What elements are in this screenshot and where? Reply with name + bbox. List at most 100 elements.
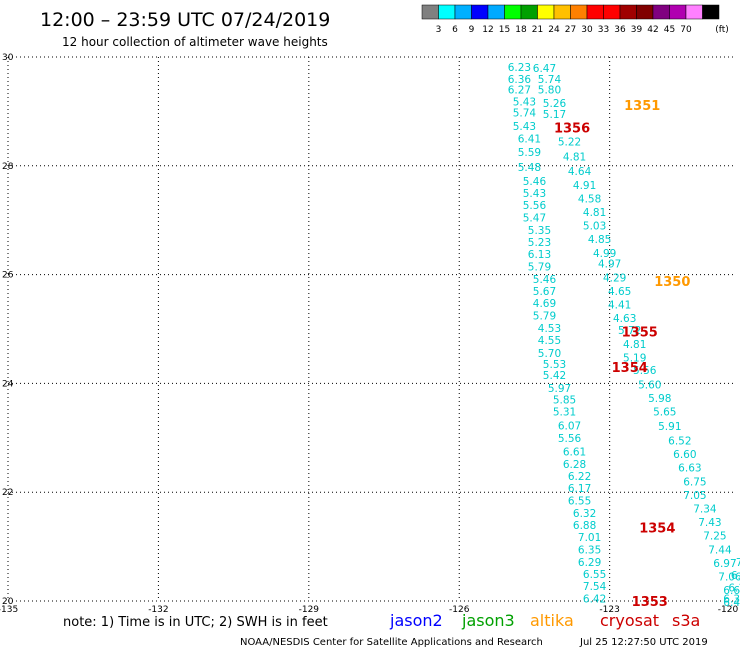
legend-swatch <box>520 4 538 20</box>
legend-swatch <box>603 4 621 20</box>
wave-height-value: 7.43 <box>698 517 721 529</box>
wave-height-value: 6.60 <box>673 449 696 461</box>
legend-swatch <box>421 4 439 20</box>
wave-height-value: 6.28 <box>563 459 586 471</box>
wave-height-value: 6.88 <box>573 520 596 532</box>
y-tick-label: 28 <box>2 162 14 172</box>
wave-height-value: 7.05 <box>683 490 706 502</box>
pass-number-label: 1354 <box>639 522 675 537</box>
wave-height-tracks: 6.23 6.476.36 5.746.27 5.805.43 5.265.74 5.17… <box>508 62 740 609</box>
wave-height-value: 6.17 <box>568 483 591 495</box>
header-subtitle: 12 hour collection of altimeter wave hei… <box>62 35 328 49</box>
legend-tick-label: 30 <box>581 25 593 35</box>
wave-height-value: 6.55 <box>583 569 606 581</box>
wave-height-value: 5.48 <box>518 162 541 174</box>
wave-height-value: 4.69 <box>533 298 556 310</box>
wave-height-value: 6.27 <box>508 85 531 97</box>
legend-swatch <box>702 4 720 20</box>
wave-height-value: 5.65 <box>653 407 676 419</box>
wave-height-value: 7.30 <box>736 557 740 569</box>
y-tick-label: 26 <box>2 271 14 281</box>
legend-swatch <box>553 4 571 20</box>
wave-height-value: 5.43 <box>523 188 546 200</box>
wave-height-value: 6.07 <box>558 420 581 432</box>
legend-swatch <box>504 4 522 20</box>
legend-tick-label: 27 <box>565 25 576 35</box>
wave-height-value: 6.29 <box>578 557 601 569</box>
legend-unit: (ft) <box>715 25 729 35</box>
legend-tick-label: 33 <box>598 25 609 35</box>
y-tick-label: 20 <box>2 597 14 607</box>
legend-swatch <box>586 4 604 20</box>
legend-tick-label: 45 <box>664 25 675 35</box>
wave-height-value: 6.75 <box>683 476 706 488</box>
wave-height-value: 5.35 <box>528 225 551 237</box>
wave-height-value: 5.03 <box>583 221 606 233</box>
satellite-name: s3a <box>672 611 700 630</box>
wave-height-value: 4.64 <box>568 166 592 178</box>
satellite-name: cryosat <box>600 611 659 630</box>
wave-height-value: 6.61 <box>563 446 586 458</box>
wave-height-value: 5.79 <box>533 310 556 322</box>
wave-height-value: 5.59 <box>518 147 541 159</box>
axis-tick-labels: -135 -132 -129 -126 -123 -120 30 28 26 24 22 20 <box>0 53 738 615</box>
wave-height-value: 5.22 <box>558 136 581 148</box>
wave-height-value: 6.63 <box>678 463 701 475</box>
legend-tick-label: 9 <box>469 25 475 35</box>
wave-height-value: 6.22 <box>568 471 591 483</box>
wave-height-value: 5.56 <box>633 365 657 377</box>
legend-swatch <box>652 4 670 20</box>
legend-tick-label: 15 <box>499 25 510 35</box>
wave-height-value: 5.56 <box>523 200 547 212</box>
wave-height-value: 6.41 <box>723 597 740 609</box>
wave-height-value: 4.63 <box>613 313 636 325</box>
pass-number-label: 1353 <box>632 595 668 610</box>
x-tick-label: -135 <box>0 605 18 615</box>
wave-height-value: 4.81 <box>623 339 646 351</box>
legend-swatch <box>669 4 687 20</box>
header-title: 12:00 – 23:59 UTC 07/24/2019 <box>40 9 330 31</box>
wave-height-value: 6.41 <box>518 134 541 146</box>
wave-height-value: 4.99 <box>593 248 616 260</box>
footer-timestamp: Jul 25 12:27:50 UTC 2019 <box>579 637 708 648</box>
wave-height-value: 7.34 <box>693 504 717 516</box>
wave-height-value: 5.23 <box>528 237 551 249</box>
wave-height-value: 4.81 <box>563 152 586 164</box>
wave-height-value: 5.97 <box>548 383 571 395</box>
satellite-name: altika <box>530 611 574 630</box>
wave-height-value: 6.23 <box>508 62 531 74</box>
legend-tick-label: 24 <box>548 25 560 35</box>
wave-height-value: 7.01 <box>578 532 601 544</box>
legend-tick-label: 36 <box>614 25 626 35</box>
legend-swatch <box>685 4 703 20</box>
wave-height-value: 4.29 <box>603 272 626 284</box>
wave-height-value: 4.53 <box>538 323 561 335</box>
wave-height-value: 4.58 <box>578 193 601 205</box>
wave-height-value: 4.81 <box>583 207 606 219</box>
wave-height-value: 6.47 <box>533 63 556 75</box>
wave-height-value: 5.79 <box>528 261 551 273</box>
wave-height-value: 5.80 <box>538 85 561 97</box>
wave-height-value: 5.85 <box>553 395 576 407</box>
wave-height-value: 5.46 <box>533 274 557 286</box>
wave-height-value: 5.42 <box>543 370 566 382</box>
wave-height-value: 7.54 <box>583 581 607 593</box>
wave-height-value: 6.60 <box>723 585 740 597</box>
x-tick-label: -120 <box>718 605 739 615</box>
wave-height-value: 5.31 <box>553 407 576 419</box>
wave-height-value: 6.52 <box>668 436 691 448</box>
legend-swatch <box>454 4 472 20</box>
wave-height-value: 5.53 <box>543 359 566 371</box>
wave-height-value: 5.67 <box>533 286 556 298</box>
pass-number-label: 1350 <box>654 275 690 290</box>
wave-height-value: 5.56 <box>558 433 582 445</box>
x-tick-label: -126 <box>449 605 470 615</box>
pass-number-label: 1356 <box>554 122 590 137</box>
y-tick-label: 24 <box>2 379 14 389</box>
legend-tick-label: 39 <box>631 25 643 35</box>
x-tick-label: -123 <box>599 605 619 615</box>
wave-height-value: 5.46 <box>523 176 547 188</box>
wave-height-value: 6.13 <box>528 249 551 261</box>
satellite-name: jason3 <box>461 611 515 630</box>
wave-height-value: 5.43 <box>513 97 536 109</box>
